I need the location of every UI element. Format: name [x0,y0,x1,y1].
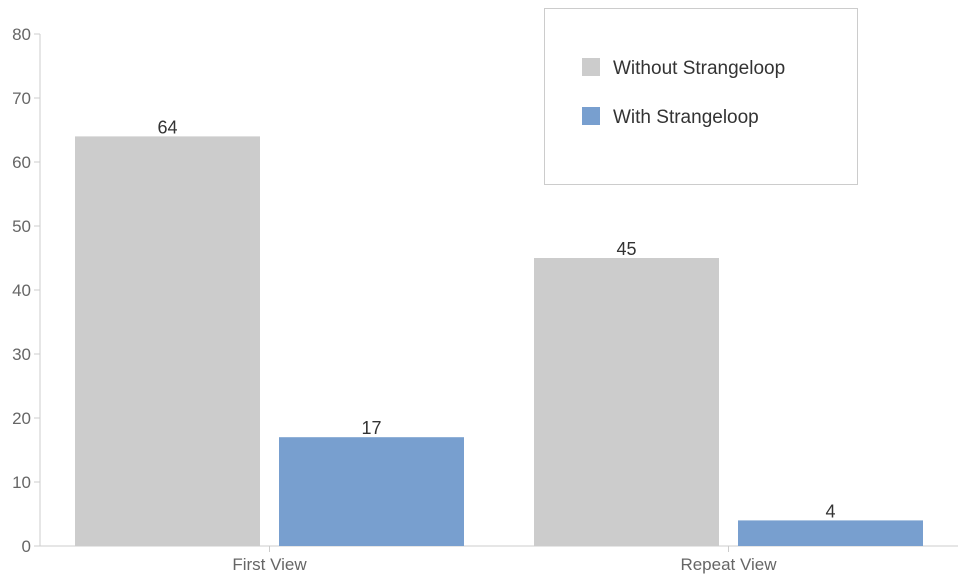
data-label-with-strangeloop-1: 4 [825,501,835,521]
y-tick-label: 30 [12,345,31,364]
y-tick-label: 10 [12,473,31,492]
legend-label-without-strangeloop: Without Strangeloop [613,58,785,79]
y-tick-label: 0 [22,537,31,556]
legend-label-with-strangeloop: With Strangeloop [613,107,759,128]
x-axis: First View Repeat View [40,545,958,574]
y-tick-label: 80 [12,25,31,44]
x-tick-label: First View [232,555,307,574]
bar-without-strangeloop-1 [534,258,719,546]
bars-group [75,136,923,546]
legend-swatch-without-strangeloop [582,58,600,76]
y-axis: 0 10 20 30 40 50 60 70 80 [12,25,41,556]
bar-with-strangeloop-0 [279,437,464,546]
legend: Without Strangeloop With Strangeloop [544,8,858,185]
data-label-without-strangeloop-0: 64 [157,117,177,137]
data-label-with-strangeloop-0: 17 [361,418,381,438]
y-tick-label: 60 [12,153,31,172]
bar-with-strangeloop-1 [738,520,923,546]
y-tick-label: 40 [12,281,31,300]
y-tick-label: 20 [12,409,31,428]
legend-swatch-with-strangeloop [582,107,600,125]
y-tick-label: 50 [12,217,31,236]
legend-box [544,8,858,185]
y-tick-label: 70 [12,89,31,108]
bar-without-strangeloop-0 [75,136,260,546]
data-label-without-strangeloop-1: 45 [616,239,636,259]
x-tick-label: Repeat View [680,555,777,574]
data-labels-group: 64 17 45 4 [157,117,835,521]
